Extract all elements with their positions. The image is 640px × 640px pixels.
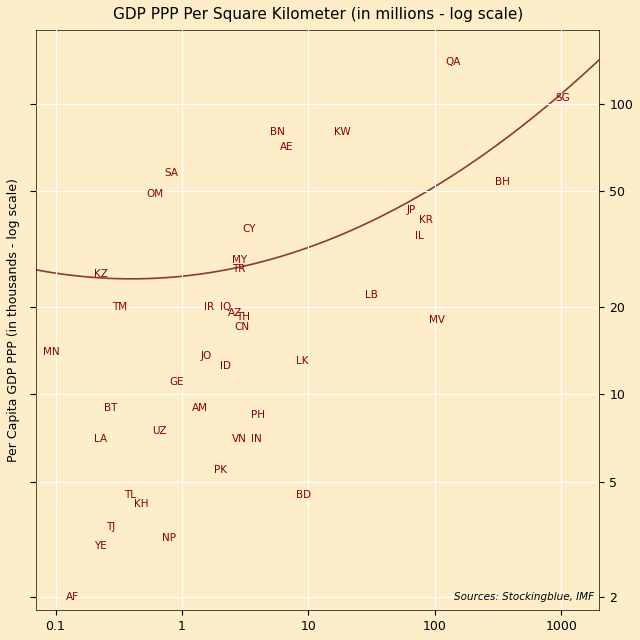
Text: KR: KR	[419, 214, 433, 225]
Text: BD: BD	[296, 490, 311, 500]
Text: MN: MN	[44, 347, 60, 357]
Text: LB: LB	[365, 290, 378, 300]
Text: BN: BN	[270, 127, 285, 137]
Text: AE: AE	[280, 142, 294, 152]
Text: TH: TH	[237, 312, 250, 322]
Text: AF: AF	[65, 592, 79, 602]
Text: KZ: KZ	[93, 269, 108, 279]
Text: ID: ID	[220, 361, 231, 371]
Text: AM: AM	[192, 403, 208, 413]
Text: LA: LA	[93, 434, 107, 444]
Text: KH: KH	[134, 499, 149, 509]
Text: TR: TR	[232, 264, 246, 274]
Text: GE: GE	[170, 377, 184, 387]
Text: NP: NP	[163, 533, 177, 543]
Text: KW: KW	[334, 127, 351, 137]
Text: JO: JO	[200, 351, 212, 362]
Text: UZ: UZ	[152, 426, 166, 435]
Text: JP: JP	[407, 205, 416, 216]
Text: PH: PH	[251, 410, 265, 420]
Text: Sources: Stockingblue, IMF: Sources: Stockingblue, IMF	[454, 591, 594, 602]
Text: IL: IL	[415, 232, 424, 241]
Text: LK: LK	[296, 356, 308, 366]
Text: IR: IR	[204, 302, 214, 312]
Text: TJ: TJ	[106, 522, 115, 532]
Text: SG: SG	[556, 93, 570, 103]
Text: BH: BH	[495, 177, 510, 187]
Text: TL: TL	[124, 490, 136, 500]
Text: MV: MV	[429, 315, 445, 325]
Text: IQ: IQ	[220, 302, 231, 312]
Text: IN: IN	[251, 434, 262, 444]
Text: CN: CN	[234, 323, 250, 332]
Text: VN: VN	[232, 434, 247, 444]
Text: PK: PK	[214, 465, 227, 475]
Text: TM: TM	[112, 302, 127, 312]
Text: OM: OM	[146, 189, 163, 199]
Text: MY: MY	[232, 255, 248, 265]
Title: GDP PPP Per Square Kilometer (in millions - log scale): GDP PPP Per Square Kilometer (in million…	[113, 7, 523, 22]
Text: CY: CY	[243, 225, 256, 234]
Text: YE: YE	[93, 541, 106, 551]
Y-axis label: Per Capita GDP PPP (in thousands - log scale): Per Capita GDP PPP (in thousands - log s…	[7, 179, 20, 462]
Text: QA: QA	[445, 57, 460, 67]
Text: AZ: AZ	[228, 308, 242, 318]
Text: BT: BT	[104, 403, 117, 413]
Text: SA: SA	[164, 168, 178, 178]
